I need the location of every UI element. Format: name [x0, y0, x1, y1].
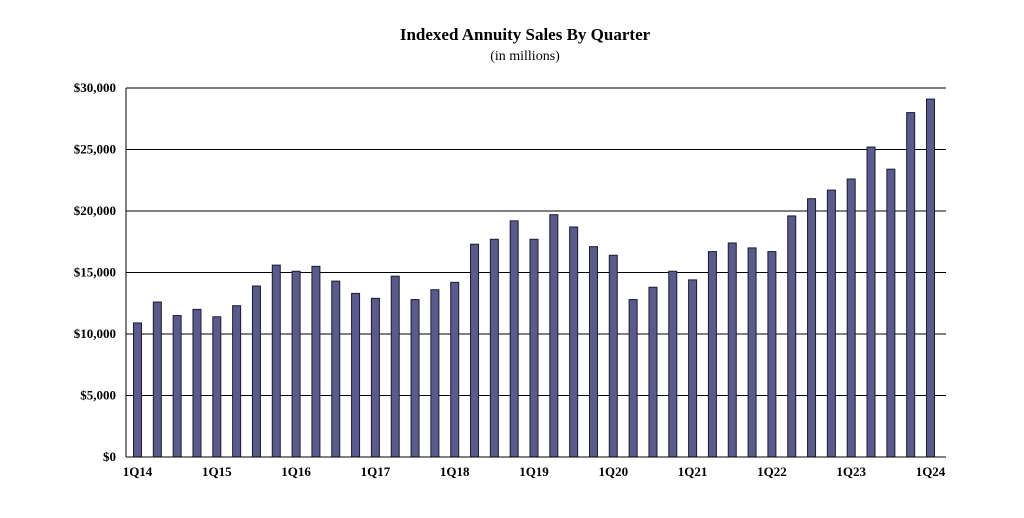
bar-1Q20 [608, 254, 618, 458]
bar-2Q20 [628, 299, 638, 458]
y-tick-label: $25,000 [74, 142, 116, 157]
bar-3Q21 [727, 242, 737, 458]
bar-4Q14 [192, 308, 202, 458]
x-tick-label: 1Q17 [361, 464, 391, 479]
y-tick-label: $15,000 [74, 265, 116, 280]
bar-2Q23 [866, 146, 876, 458]
bar-4Q18 [509, 220, 519, 458]
bar-3Q22 [807, 198, 817, 458]
y-tick-label: $0 [103, 449, 116, 464]
bar-3Q20 [648, 286, 658, 458]
bar-4Q23 [906, 112, 916, 458]
bar-1Q17 [370, 297, 380, 458]
bar-4Q22 [826, 189, 836, 458]
bar-3Q17 [410, 299, 420, 458]
y-tick-label: $20,000 [74, 203, 116, 218]
bar-1Q24 [926, 98, 935, 458]
bar-2Q21 [707, 251, 717, 458]
bar-2Q22 [787, 215, 797, 458]
x-tick-label: 1Q22 [757, 464, 787, 479]
x-tick-label: 1Q21 [678, 464, 708, 479]
bar-3Q19 [569, 226, 579, 458]
x-tick-label: 1Q24 [916, 464, 946, 479]
y-tick-label: $10,000 [74, 326, 116, 341]
bar-3Q16 [331, 280, 341, 458]
bar-2Q17 [390, 275, 400, 458]
bar-2Q14 [152, 301, 162, 458]
bars [133, 98, 935, 458]
x-tick-label: 1Q23 [836, 464, 866, 479]
x-tick-label: 1Q15 [202, 464, 232, 479]
bar-1Q22 [767, 251, 777, 458]
y-tick-label: $30,000 [74, 80, 116, 95]
bar-4Q17 [430, 289, 440, 458]
bar-4Q16 [351, 292, 361, 458]
bar-2Q18 [470, 243, 480, 458]
x-axis-ticks: 1Q14 1Q15 1Q16 1Q17 1Q18 1Q19 1Q20 1Q21 1Q22 1Q23… [123, 464, 946, 479]
bar-2Q16 [311, 265, 321, 458]
bar-1Q14 [133, 322, 142, 458]
x-tick-label: 1Q18 [440, 464, 470, 479]
bar-1Q23 [846, 178, 856, 458]
bar-4Q15 [271, 264, 281, 458]
bar-4Q20 [668, 270, 678, 458]
bar-3Q18 [489, 238, 499, 458]
bar-1Q18 [450, 281, 460, 458]
x-tick-label: 1Q16 [281, 464, 311, 479]
bar-4Q19 [588, 246, 598, 458]
y-axis-ticks: $0 $5,000 $10,000 $15,000 $20,000 $25,000 $30,… [74, 80, 116, 464]
bar-2Q19 [549, 214, 559, 458]
chart-title: Indexed Annuity Sales By Quarter [400, 25, 651, 44]
chart-subtitle: (in millions) [490, 49, 560, 64]
bar-3Q15 [251, 285, 261, 458]
bar-2Q15 [232, 305, 242, 458]
bar-1Q19 [529, 238, 539, 458]
bar-1Q16 [291, 270, 301, 458]
bar-3Q14 [172, 315, 182, 458]
bar-3Q23 [886, 168, 896, 458]
x-tick-label: 1Q20 [598, 464, 628, 479]
y-tick-label: $5,000 [80, 388, 116, 403]
x-tick-label: 1Q14 [123, 464, 153, 479]
bar-1Q15 [212, 316, 222, 458]
bar-1Q21 [688, 279, 698, 458]
x-tick-label: 1Q19 [519, 464, 549, 479]
bar-4Q21 [747, 247, 757, 458]
